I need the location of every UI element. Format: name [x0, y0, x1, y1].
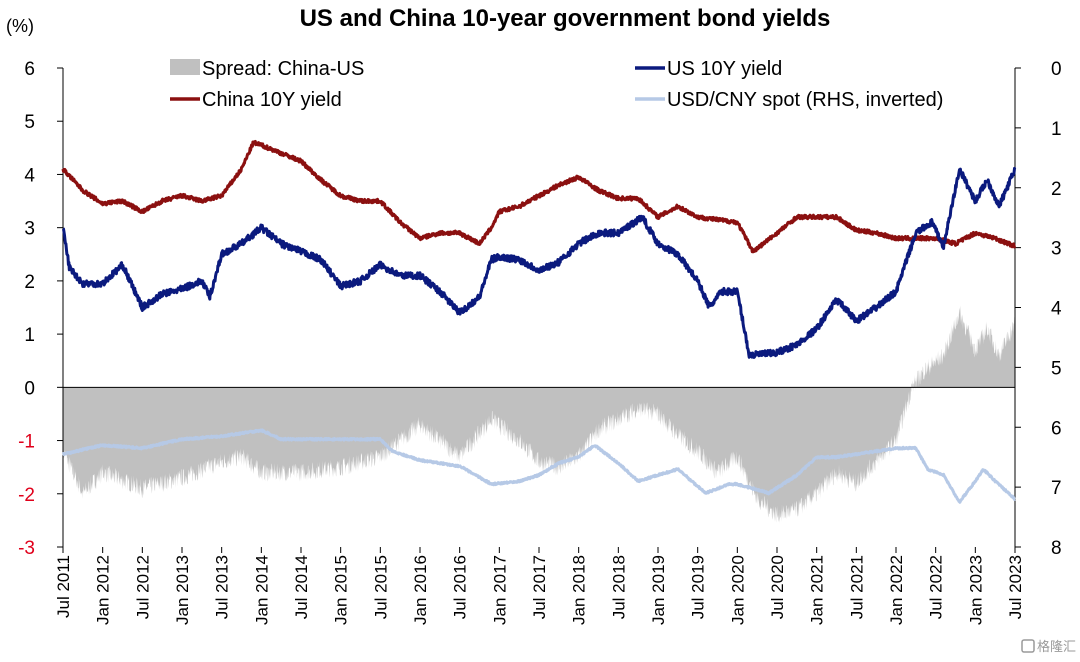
x-tick-label: Jul 2015 [371, 555, 390, 619]
x-tick-label: Jan 2019 [649, 555, 668, 625]
left-axis-unit: (%) [6, 16, 34, 36]
left-tick-label: 4 [24, 165, 35, 186]
legend-item: China 10Y yield [170, 89, 342, 111]
x-tick-label: Jul 2011 [54, 555, 73, 618]
legend: Spread: China-US US 10Y yield China 10Y yi… [170, 58, 943, 111]
x-tick-label: Jan 2016 [411, 555, 430, 625]
series-spread-china-us-area [63, 305, 1015, 524]
left-tick-label: -2 [18, 485, 35, 506]
spread-area-layer [63, 305, 1015, 524]
x-tick-label: Jan 2022 [887, 555, 906, 625]
x-tick-label: Jul 2018 [609, 555, 628, 619]
axes-layer: 6 5 4 3 2 1 0 -1 -2 -3 0 1 2 3 4 5 6 7 8 Jul 2011 Jan 2012 Ju… [18, 59, 1062, 625]
x-tick-label: Jul 2021 [847, 555, 866, 619]
legend-item: USD/CNY spot (RHS, inverted) [635, 89, 943, 111]
left-tick-label: 5 [24, 112, 35, 133]
x-tick-label: Jan 2021 [808, 555, 827, 625]
x-tick-label: Jan 2014 [252, 555, 271, 625]
right-tick-label: 8 [1051, 538, 1062, 559]
right-tick-label: 2 [1051, 179, 1062, 200]
legend-item: Spread: China-US [170, 58, 364, 80]
x-tick-label: Jul 2012 [133, 555, 152, 619]
right-tick-label: 3 [1051, 239, 1062, 260]
right-tick-label: 1 [1051, 119, 1062, 140]
x-tick-label: Jan 2015 [332, 555, 351, 625]
x-tick-label: Jul 2019 [689, 555, 708, 619]
right-tick-label: 0 [1051, 59, 1062, 80]
watermark-text: 格隆汇 [1037, 639, 1076, 654]
legend-label: USD/CNY spot (RHS, inverted) [667, 89, 943, 111]
x-tick-label: Jan 2017 [490, 555, 509, 625]
chart-title: US and China 10-year government bond yie… [300, 5, 831, 32]
x-tick-label: Jul 2016 [451, 555, 470, 619]
x-tick-label: Jul 2013 [213, 555, 232, 619]
x-tick-label: Jul 2020 [768, 555, 787, 619]
legend-label: US 10Y yield [667, 58, 782, 80]
left-tick-label: 2 [24, 272, 35, 293]
x-tick-label: Jul 2022 [927, 555, 946, 619]
left-tick-label: 6 [24, 59, 35, 80]
legend-item: US 10Y yield [635, 58, 782, 80]
right-tick-label: 4 [1051, 299, 1062, 320]
x-tick-label: Jan 2018 [570, 555, 589, 625]
x-tick-label: Jan 2020 [728, 555, 747, 625]
legend-swatch [170, 59, 200, 75]
x-tick-label: Jan 2023 [966, 555, 985, 625]
right-tick-label: 5 [1051, 358, 1062, 379]
x-tick-label: Jul 2014 [292, 555, 311, 619]
right-tick-label: 6 [1051, 418, 1062, 439]
left-tick-label: -3 [18, 538, 35, 559]
x-tick-label: Jan 2012 [94, 555, 113, 625]
watermark: 格隆汇 [1021, 639, 1076, 654]
x-tick-label: Jan 2013 [173, 555, 192, 625]
watermark-logo-icon [1021, 639, 1035, 653]
legend-label: Spread: China-US [202, 58, 364, 80]
left-tick-label: 1 [24, 325, 35, 346]
series-lines-layer [61, 139, 1017, 504]
series-usdcny-spot-line [61, 428, 1016, 504]
series-china-10y-yield-line [61, 139, 1017, 254]
right-tick-label: 7 [1051, 478, 1062, 499]
left-tick-label: -1 [18, 432, 35, 453]
x-tick-label: Jul 2017 [530, 555, 549, 619]
series-us-10y-yield-line [62, 166, 1017, 359]
legend-label: China 10Y yield [202, 89, 342, 111]
left-tick-label: 3 [24, 219, 35, 240]
left-tick-label: 0 [24, 378, 35, 399]
x-tick-label: Jul 2023 [1006, 555, 1025, 619]
